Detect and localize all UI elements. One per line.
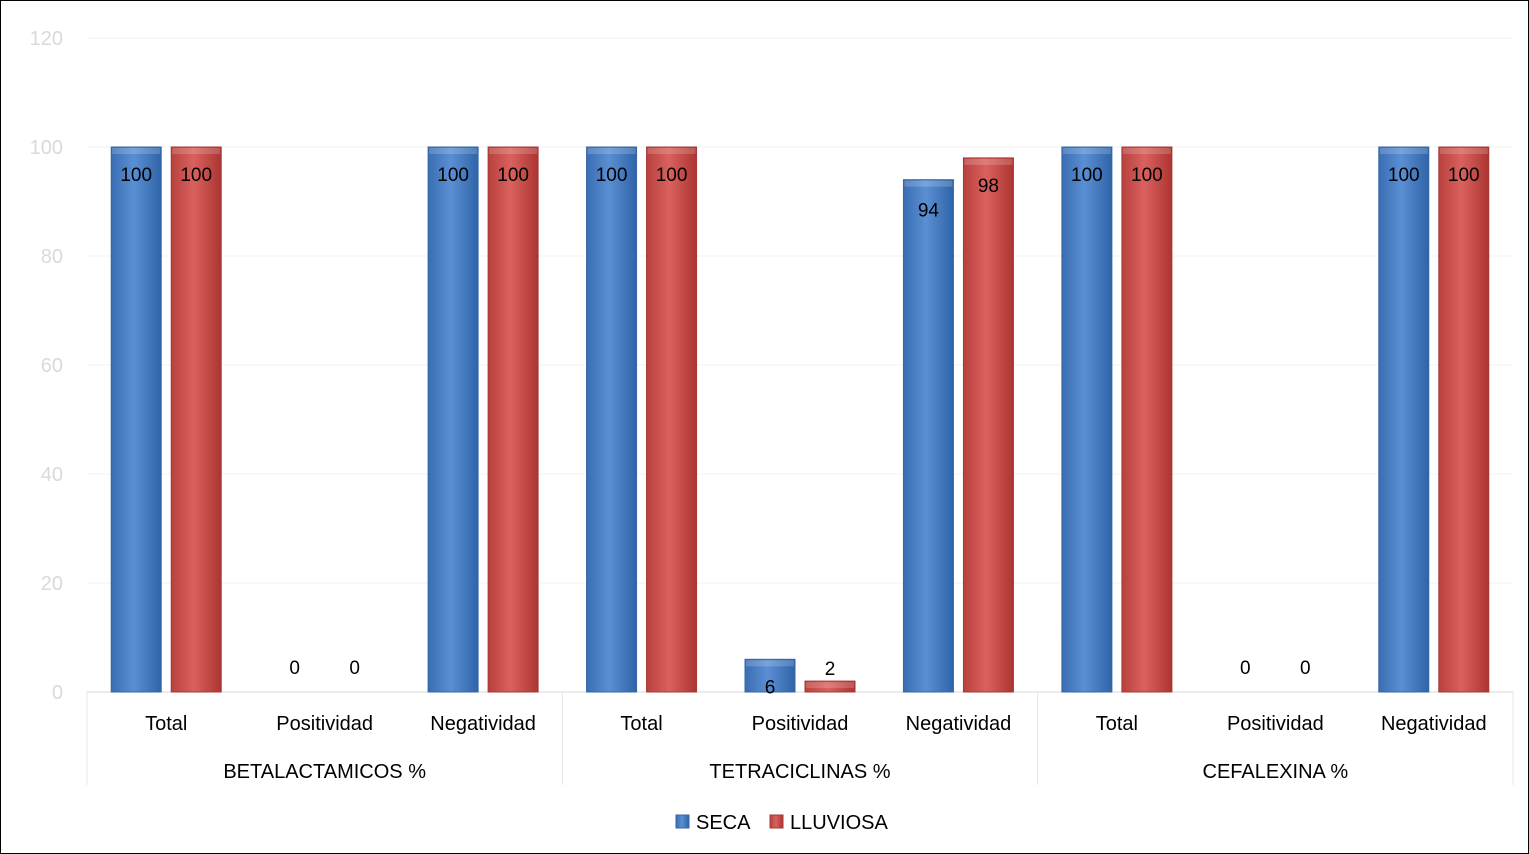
data-label: 100 [1448, 165, 1480, 186]
bar-lluviosa [1438, 146, 1490, 693]
bar-seca [1061, 146, 1113, 693]
bar-highlight [806, 682, 854, 689]
bar-seca [427, 146, 479, 693]
legend-label-seca: SECA [696, 812, 751, 834]
bar-lluviosa [1121, 146, 1173, 693]
bar-highlight [904, 180, 953, 187]
x-category-label: Positividad [752, 713, 849, 735]
bar-highlight [429, 148, 478, 154]
data-label: 100 [497, 165, 529, 186]
data-label: 94 [918, 201, 940, 222]
bar-seca [1378, 146, 1430, 693]
bar-highlight [112, 148, 161, 154]
gridlines [87, 37, 1513, 693]
bar-highlight [1439, 148, 1488, 154]
legend: SECA LLUVIOSA [675, 812, 888, 834]
bars: 100 0 100 100 6 94 100 0 100 100 0 100 100 2 98 100 0 100 [110, 146, 1490, 698]
x-category-label: Total [1096, 713, 1138, 735]
bar-lluviosa [170, 146, 222, 693]
data-label: 100 [120, 165, 152, 186]
x-category-label: Total [620, 713, 662, 735]
data-label: 0 [1240, 658, 1251, 679]
y-tick-label: 80 [41, 246, 63, 268]
x-category-label: Positividad [1227, 713, 1324, 735]
bar-highlight [1122, 148, 1171, 154]
y-tick-label: 40 [41, 464, 63, 486]
y-tick-label: 0 [52, 682, 63, 704]
data-label: 6 [765, 677, 776, 698]
bar-lluviosa [487, 146, 539, 693]
bar-highlight [172, 148, 221, 154]
x-category-label: Positividad [276, 713, 373, 735]
data-label: 0 [289, 658, 300, 679]
x-axis: Total Positividad Negatividad Total Positivi… [86, 692, 1514, 785]
bar-seca [902, 179, 954, 693]
y-tick-label: 20 [41, 573, 63, 595]
bar-highlight [489, 148, 538, 154]
legend-label-lluviosa: LLUVIOSA [790, 812, 888, 834]
y-tick-label: 120 [30, 28, 63, 50]
data-label: 98 [978, 176, 999, 197]
data-label: 100 [180, 165, 212, 186]
y-axis: 0 20 40 60 80 100 120 [30, 28, 63, 704]
bar-lluviosa [962, 157, 1014, 693]
bar-lluviosa [804, 680, 856, 693]
y-tick-label: 100 [30, 137, 63, 159]
bar-highlight [746, 660, 794, 667]
x-category-label: Negatividad [430, 713, 536, 735]
data-label: 100 [1388, 165, 1420, 186]
bar-highlight [647, 148, 696, 154]
x-category-label: Negatividad [906, 713, 1012, 735]
bar-highlight [964, 158, 1013, 165]
bar-seca [586, 146, 638, 693]
data-label: 100 [437, 165, 469, 186]
legend-swatch-lluviosa [769, 814, 784, 829]
data-label: 100 [656, 165, 688, 186]
x-category-label: Total [145, 713, 187, 735]
data-label: 100 [1131, 165, 1163, 186]
data-label: 0 [1300, 658, 1311, 679]
data-label: 2 [825, 659, 836, 680]
bar-seca [110, 146, 162, 693]
bar-lluviosa [646, 146, 698, 693]
data-label: 0 [349, 658, 360, 679]
legend-swatch-seca [675, 814, 690, 829]
data-label: 100 [1071, 165, 1103, 186]
bar-highlight [1062, 148, 1111, 154]
x-group-label: BETALACTAMICOS % [223, 761, 426, 783]
x-group-label: CEFALEXINA % [1203, 761, 1349, 783]
x-category-label: Negatividad [1381, 713, 1487, 735]
y-tick-label: 60 [41, 355, 63, 377]
x-group-label: TETRACICLINAS % [709, 761, 890, 783]
bar-highlight [1379, 148, 1428, 154]
bar-highlight [587, 148, 636, 154]
bar-seca [744, 658, 796, 693]
data-label: 100 [596, 165, 628, 186]
